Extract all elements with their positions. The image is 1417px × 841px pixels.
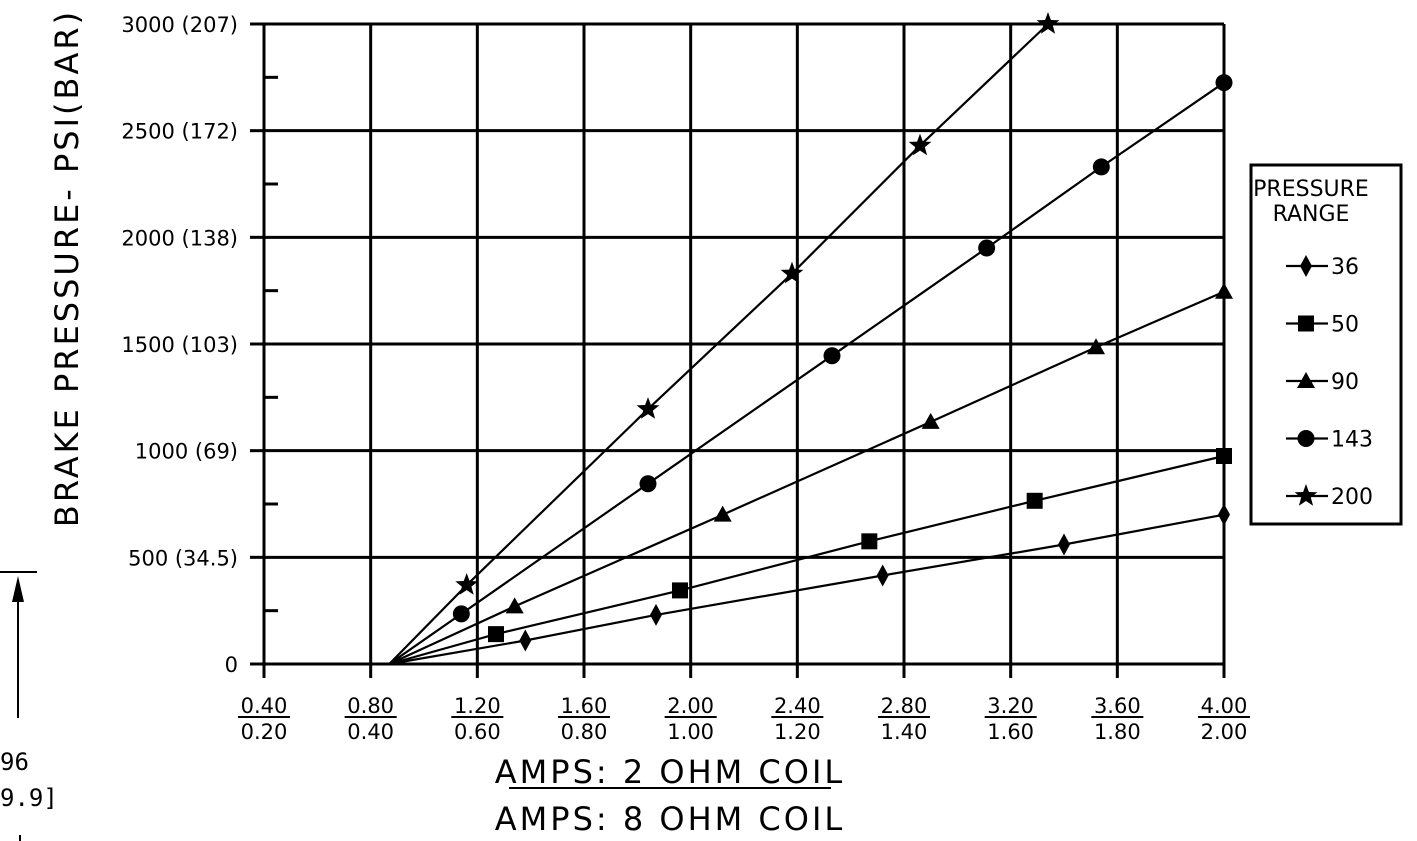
legend-box (1249, 163, 1403, 526)
x-axis-title-2-ohm: AMPS: 2 OHM COIL (495, 753, 845, 791)
data-point-36 (650, 603, 662, 626)
left-dimension-fragment: 96 9.9] (0, 571, 58, 841)
x-tick-label-2-ohm: 2.40 (774, 694, 821, 718)
x-tick-label-8-ohm: 2.00 (1201, 720, 1248, 744)
data-point-90 (1087, 338, 1105, 355)
legend-marker-143 (1297, 430, 1315, 447)
data-point-200 (455, 573, 479, 595)
legend-title-line2: RANGE (1273, 202, 1350, 227)
legend-items: 36 50 90 143 200 (1286, 255, 1373, 510)
data-point-90 (713, 505, 732, 522)
x-tick-label-2-ohm: 4.00 (1201, 694, 1248, 718)
legend-title-line1: PRESSURE (1253, 177, 1369, 202)
data-point-50 (672, 582, 688, 599)
data-point-143 (1215, 74, 1233, 92)
x-tick-label-8-ohm: 1.20 (774, 720, 821, 744)
legend-label-200: 200 (1331, 485, 1373, 510)
x-tick-label-2-ohm: 0.40 (241, 694, 288, 718)
x-tick-label-8-ohm: 1.00 (667, 720, 714, 744)
legend-label-50: 50 (1331, 313, 1359, 338)
legend-marker-36 (1300, 255, 1312, 277)
data-point-50 (1216, 448, 1232, 464)
x-tick-label-2-ohm: 3.60 (1094, 694, 1141, 718)
data-point-36 (1218, 503, 1230, 526)
legend-label-90: 90 (1331, 370, 1359, 395)
series-line-50 (389, 454, 1225, 666)
dimension-text-line2: 9.9] (0, 784, 58, 812)
y-tick-label: 2500 (172) (121, 120, 238, 144)
data-point-90 (1215, 282, 1233, 299)
data-point-200 (636, 397, 660, 419)
x-tick-label-2-ohm: 2.00 (667, 694, 714, 718)
x-tick-label-8-ohm: 1.80 (1094, 720, 1141, 744)
data-point-50 (861, 533, 878, 550)
x-tick-labels: 0.400.200.800.401.200.601.600.802.001.00… (238, 694, 1250, 744)
data-point-200 (1036, 12, 1060, 34)
legend-marker-50 (1298, 315, 1314, 332)
y-tick-label: 1500 (103) (121, 333, 238, 357)
x-tick-label-8-ohm: 0.60 (454, 720, 501, 744)
x-axis-title-8-ohm: AMPS: 8 OHM COIL (495, 800, 845, 838)
series-line-36 (389, 513, 1225, 666)
axes (250, 22, 278, 666)
x-tick-label-2-ohm: 2.80 (881, 694, 928, 718)
legend-label-36: 36 (1331, 255, 1359, 280)
data-point-50 (1026, 492, 1043, 509)
y-tick-labels: 0 500 (34.5) 1000 (69) 1500 (103) 2000 (138)… (121, 13, 238, 677)
data-point-200 (780, 261, 804, 284)
dimension-arrow-head (12, 576, 24, 602)
y-axis-title: BRAKE PRESSURE- PSI(BAR) (48, 9, 86, 527)
x-tick-label-8-ohm: 0.20 (241, 720, 288, 744)
y-tick-label: 500 (34.5) (128, 546, 238, 570)
y-tick-label: 0 (225, 653, 238, 677)
x-tick-label-2-ohm: 0.80 (347, 694, 394, 718)
data-point-90 (921, 412, 940, 429)
x-tick-label-8-ohm: 1.40 (881, 720, 928, 744)
data-point-143 (452, 605, 470, 623)
data-point-36 (519, 629, 532, 652)
data-point-36 (876, 564, 889, 587)
x-tick-label-2-ohm: 1.60 (561, 694, 608, 718)
data-point-200 (908, 133, 932, 156)
series-line-90 (388, 290, 1225, 665)
x-tick-label-2-ohm: 1.20 (454, 694, 501, 718)
x-tick-label-8-ohm: 0.80 (561, 720, 608, 744)
y-tick-label: 1000 (69) (135, 440, 238, 464)
x-tick-label-2-ohm: 3.20 (987, 694, 1034, 718)
data-point-143 (823, 347, 841, 365)
legend: PRESSURE RANGE 36 50 90 143 200 (1249, 163, 1403, 526)
y-tick-label: 2000 (138) (121, 226, 238, 250)
grid (262, 22, 1226, 678)
y-tick-label: 3000 (207) (121, 13, 238, 37)
dimension-text-line1: 96 (0, 748, 29, 776)
x-tick-label-8-ohm: 1.60 (987, 720, 1034, 744)
data-point-90 (505, 597, 524, 614)
data-point-36 (1058, 533, 1070, 556)
x-tick-label-8-ohm: 0.40 (347, 720, 394, 744)
legend-marker-90 (1297, 372, 1315, 388)
legend-label-143: 143 (1331, 428, 1373, 453)
data-point-143 (978, 239, 996, 257)
data-point-143 (1092, 158, 1110, 176)
data-point-50 (488, 626, 504, 643)
series-markers (452, 12, 1233, 652)
series-line-200 (388, 23, 1049, 665)
legend-marker-200 (1294, 484, 1318, 506)
data-point-143 (639, 475, 657, 493)
